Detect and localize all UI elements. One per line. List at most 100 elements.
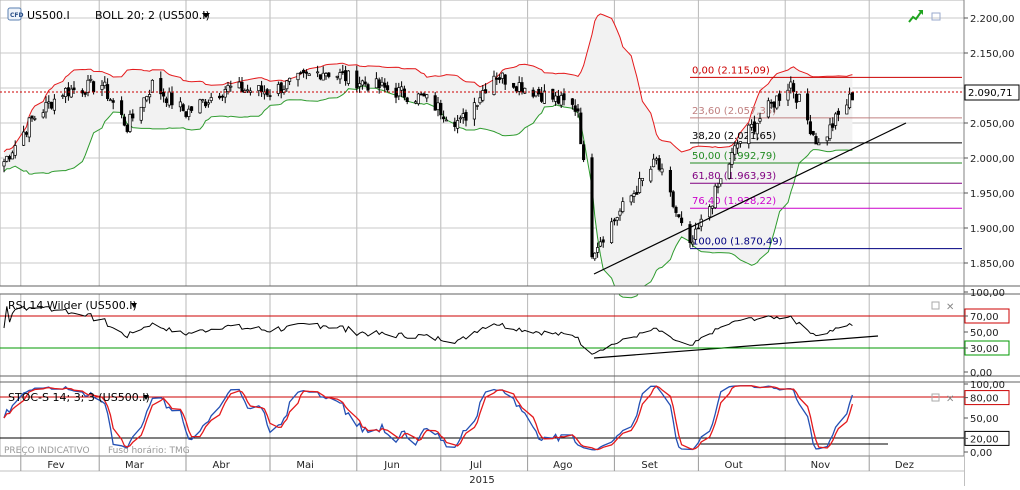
candle-body	[414, 101, 418, 104]
candle-body	[246, 89, 250, 92]
indicator-dropdown-icon[interactable]	[202, 13, 210, 18]
rsi-trendline[interactable]	[593, 335, 879, 359]
candle-body	[517, 82, 521, 92]
price-trendline[interactable]	[593, 122, 907, 275]
x-axis: Fev Mar Abr Mai Jun Jul Ago Set Out Nov Dez	[20, 456, 914, 471]
maximize-panel-icon[interactable]	[931, 12, 941, 21]
candle-body	[640, 177, 644, 182]
candle-body	[178, 101, 182, 108]
stoch-close-icon[interactable]: ✕	[946, 394, 954, 405]
candle-body	[260, 85, 264, 92]
trend-arrow-icon[interactable]	[908, 11, 922, 23]
candle-body	[2, 161, 6, 167]
fib-label-0,00: 0,00 (2.115,09)	[692, 65, 770, 76]
candle-body	[47, 101, 51, 104]
candle-body	[206, 102, 210, 105]
y-axis-rsi[interactable]: 100,00 70,00 50,00 30,00 0,00	[964, 288, 1010, 379]
bollinger-upper-band	[3, 13, 853, 153]
candle-body	[33, 117, 37, 120]
candle-body	[142, 97, 146, 108]
y-tick-label: 30,00	[970, 344, 999, 355]
candle-body	[472, 102, 476, 120]
candle-body	[299, 72, 303, 74]
indicator-label[interactable]: BOLL 20; 2 (US500.I)	[95, 9, 210, 22]
x-tick-label-Ago: Ago	[553, 460, 572, 471]
candle-body	[716, 186, 720, 188]
y-tick-label: 2.050,00	[970, 119, 1015, 130]
candle-body	[758, 118, 762, 122]
candle-body	[495, 78, 499, 80]
candle-body	[145, 96, 149, 101]
symbol-label[interactable]: US500.I	[27, 9, 70, 22]
candle-body	[108, 99, 112, 102]
candle-body	[209, 97, 213, 101]
timezone-label: Fuso horário: TMG	[108, 446, 190, 456]
candle-body	[752, 121, 756, 132]
candle-body	[461, 113, 465, 118]
stoch-maximize-icon[interactable]	[931, 393, 940, 402]
candle-body	[453, 121, 457, 127]
candle-body	[190, 106, 194, 111]
candle-body	[836, 110, 840, 115]
candle-body	[638, 178, 642, 193]
candle-body	[573, 105, 577, 112]
stoch-k-line	[3, 385, 854, 451]
candle-body	[786, 89, 790, 101]
rsi-dropdown-icon[interactable]	[131, 303, 137, 308]
candle-body	[237, 81, 241, 89]
candle-body	[240, 81, 244, 93]
candle-body	[111, 100, 115, 103]
candle-body	[635, 191, 639, 195]
fibonacci-levels[interactable]: 0,00 (2.115,09) 23,60 (2.057,35) 38,20 (2.…	[690, 65, 962, 250]
candle-body	[69, 88, 73, 98]
candle-body	[198, 99, 202, 114]
candle-body	[831, 123, 835, 128]
candle-body	[358, 83, 362, 87]
candle-body	[425, 94, 429, 99]
candle-body	[405, 97, 409, 102]
candle-body	[416, 93, 420, 105]
candle-body	[377, 79, 381, 89]
current-price-box	[964, 84, 1020, 101]
candle-body	[850, 92, 854, 101]
candle-body	[338, 72, 342, 80]
candle-body	[8, 156, 12, 160]
main-panel-tools[interactable]	[908, 10, 941, 23]
candle-body	[556, 96, 560, 104]
candle-body	[386, 85, 390, 91]
candle-body	[792, 83, 796, 92]
candle-body	[61, 95, 65, 97]
fib-label-100,00: 100,00 (1.870,49)	[692, 237, 783, 248]
candle-body	[288, 77, 292, 82]
current-price-tag: 2.090,71	[964, 84, 1020, 101]
candle-body	[394, 87, 398, 98]
candle-body	[30, 115, 34, 119]
candle-body	[360, 80, 364, 86]
candle-body	[464, 112, 468, 121]
candle-body	[576, 108, 580, 112]
candle-body	[229, 85, 233, 88]
rsi-title[interactable]: RSI 14 Wilder (US500.I)	[8, 299, 137, 312]
candle-body	[439, 103, 443, 116]
x-axis-year: 2015	[469, 475, 494, 486]
stochastic-panel[interactable]	[0, 385, 964, 451]
candle-body	[92, 81, 96, 93]
candle-body	[201, 99, 205, 102]
candle-body	[696, 227, 700, 230]
candle-body	[422, 93, 426, 97]
stoch-panel-header: STOC-S 14; 3; 3 (US500.I) ✕ PREÇO INDICA…	[4, 391, 954, 456]
candle-body	[383, 82, 387, 88]
stoch-dropdown-icon[interactable]	[143, 395, 149, 400]
candle-body	[374, 78, 378, 89]
candle-body	[363, 81, 367, 85]
candle-body	[596, 247, 600, 253]
candle-body	[346, 70, 350, 84]
rsi-close-icon[interactable]: ✕	[946, 302, 954, 313]
stoch-title[interactable]: STOC-S 14; 3; 3 (US500.I)	[8, 391, 150, 404]
rsi-maximize-icon[interactable]	[931, 301, 940, 310]
candle-body	[769, 101, 773, 104]
rsi-panel[interactable]	[0, 306, 964, 355]
y-axis-stoch[interactable]: 100,00 80,00 50,00 20,00 0,00	[964, 380, 1010, 459]
